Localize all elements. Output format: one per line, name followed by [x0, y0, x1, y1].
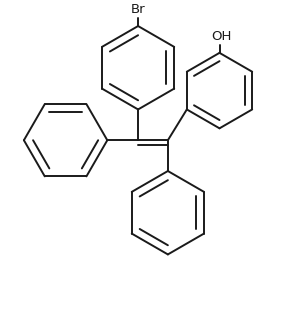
Text: OH: OH — [211, 30, 232, 43]
Text: Br: Br — [131, 3, 146, 16]
